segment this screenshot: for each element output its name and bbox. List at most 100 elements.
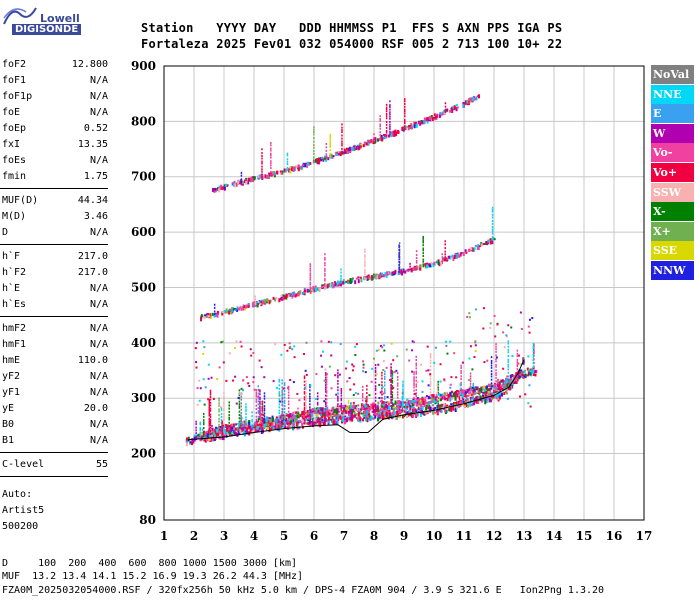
- echo-point: [203, 403, 206, 406]
- echo-point: [449, 383, 452, 386]
- echo-point: [228, 425, 231, 429]
- echo-point: [415, 392, 417, 395]
- echo-point: [389, 414, 392, 419]
- param-name: h`F2: [2, 267, 27, 278]
- echo-point: [313, 136, 315, 139]
- echo-point: [384, 272, 387, 277]
- echo-point: [502, 367, 505, 370]
- echo-point: [427, 117, 430, 121]
- echo-point: [398, 415, 401, 419]
- echo-point: [289, 378, 292, 381]
- echo-point: [491, 213, 494, 216]
- echo-point: [491, 394, 494, 398]
- echo-point: [324, 381, 327, 384]
- echo-point: [417, 407, 420, 410]
- echo-point: [270, 164, 272, 167]
- echo-point: [256, 429, 259, 433]
- echo-point: [364, 263, 366, 266]
- echo-point: [381, 410, 384, 413]
- echo-point: [381, 387, 383, 390]
- echo-point: [324, 285, 326, 288]
- echo-point: [329, 137, 332, 140]
- echo-point: [352, 365, 355, 368]
- echo-point: [207, 432, 210, 436]
- echo-point: [239, 428, 242, 433]
- echo-point: [223, 392, 225, 395]
- echo-point: [413, 378, 415, 381]
- echo-point: [232, 307, 235, 310]
- echo-point: [203, 415, 205, 418]
- echo-point: [205, 313, 208, 316]
- echo-point: [217, 433, 220, 437]
- echo-point: [516, 352, 519, 355]
- echo-point: [411, 340, 414, 343]
- echo-point: [399, 410, 402, 414]
- echo-point: [462, 400, 465, 403]
- echo-point: [444, 256, 446, 259]
- echo-point: [488, 396, 490, 399]
- echo-point: [240, 415, 243, 418]
- echo-point: [418, 398, 421, 401]
- echo-point: [477, 401, 480, 404]
- echo-point: [460, 367, 462, 370]
- echo-point: [343, 416, 346, 420]
- echo-point: [327, 420, 330, 424]
- echo-point: [255, 395, 258, 398]
- echo-point: [390, 401, 392, 404]
- echo-point: [257, 403, 260, 406]
- echo-point: [329, 155, 332, 158]
- echo-point: [234, 308, 237, 311]
- param-name: hmF2: [2, 323, 27, 334]
- echo-point: [257, 417, 260, 422]
- echo-point: [398, 254, 400, 257]
- legend-item-xminus: X-: [651, 202, 694, 222]
- echo-point: [309, 389, 311, 392]
- echo-point: [382, 360, 385, 363]
- echo-point: [436, 393, 439, 396]
- echo-point: [297, 415, 300, 419]
- echo-point: [207, 398, 210, 401]
- echo-point: [385, 273, 388, 278]
- echo-point: [429, 362, 432, 365]
- echo-point: [472, 96, 475, 101]
- echo-point: [225, 379, 228, 382]
- echo-point: [248, 384, 251, 387]
- param-value: 3.46: [83, 211, 108, 222]
- echo-point: [341, 144, 343, 147]
- echo-point: [209, 418, 212, 421]
- echo-point: [345, 406, 348, 411]
- echo-point: [381, 396, 383, 399]
- echo-point: [459, 393, 462, 396]
- echo-point: [261, 152, 263, 155]
- echo-point: [295, 293, 298, 297]
- echo-point: [479, 398, 482, 402]
- echo-point: [391, 381, 394, 384]
- echo-point: [425, 404, 428, 407]
- echo-point: [464, 391, 467, 395]
- echo-point: [425, 395, 428, 398]
- echo-point: [258, 420, 261, 424]
- echo-point: [496, 393, 499, 396]
- echo-point: [434, 346, 437, 349]
- echo-point: [245, 413, 247, 416]
- echo-point: [323, 412, 326, 416]
- echo-point: [238, 414, 241, 417]
- echo-point: [406, 403, 409, 408]
- echo-point: [466, 99, 469, 104]
- echo-point: [248, 420, 251, 424]
- echo-point: [528, 331, 531, 334]
- echo-point: [328, 365, 331, 368]
- echo-point: [208, 313, 211, 316]
- echo-point: [303, 353, 306, 356]
- echo-point: [324, 261, 326, 264]
- echo-point: [335, 408, 338, 413]
- echo-point: [304, 369, 307, 372]
- echo-point: [508, 380, 511, 383]
- echo-point: [415, 370, 417, 373]
- echo-point: [381, 381, 383, 384]
- echo-point: [218, 397, 220, 400]
- echo-point: [325, 156, 328, 159]
- echo-point: [389, 133, 391, 136]
- echo-point: [504, 389, 507, 392]
- echo-point: [402, 393, 404, 396]
